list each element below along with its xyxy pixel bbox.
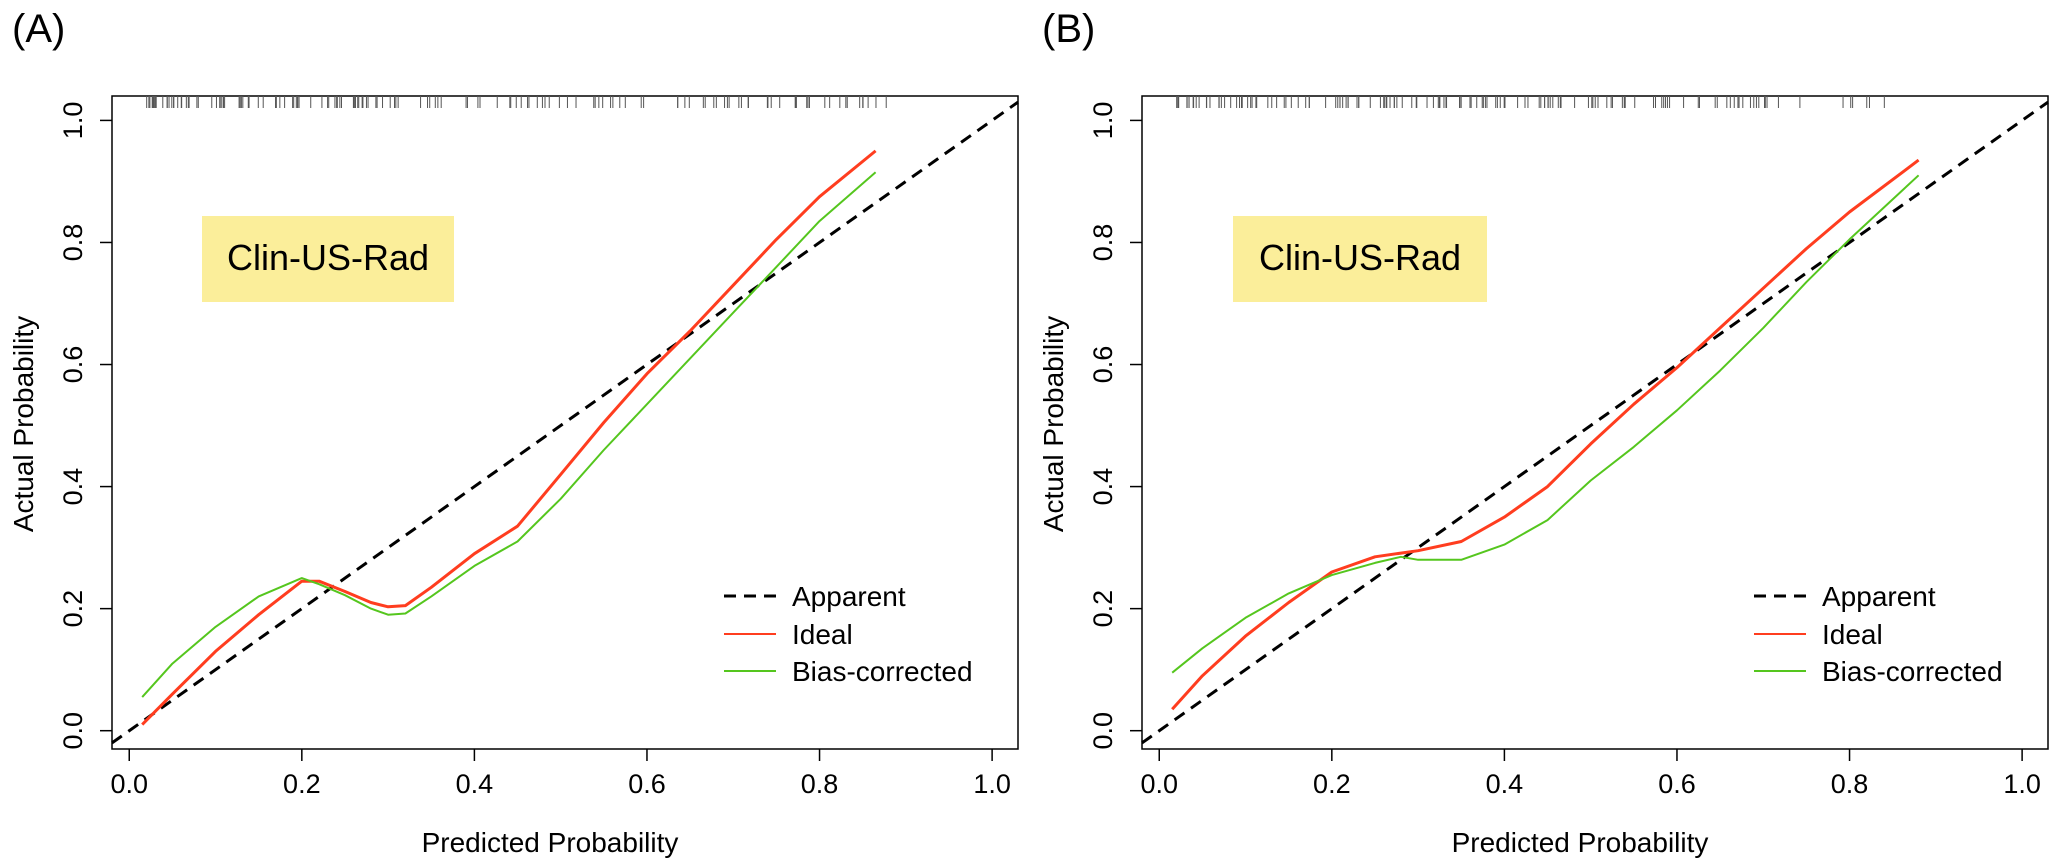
series-ideal-line [1171,158,1920,711]
y-tick-label: 0.8 [58,224,88,262]
series-ideal-line [141,149,877,726]
y-axis: 0.0 0.2 0.4 0.6 0.8 1.0 [58,102,112,750]
legend-label-ideal: Ideal [1822,619,1883,650]
panel-a-label: (A) [12,7,65,51]
series-group [111,100,1019,745]
y-tick-label: 0.2 [58,590,88,628]
y-tick-label: 0.8 [1088,224,1118,262]
x-tick-label: 0.0 [1140,769,1178,799]
y-tick-label: 0.4 [1088,468,1118,506]
annotation-badge [202,216,454,302]
y-axis: 0.0 0.2 0.4 0.6 0.8 1.0 [1088,102,1142,750]
legend-label-apparent: Apparent [1822,581,1936,612]
legend-label-ideal: Ideal [792,619,853,650]
panel-b: (B) 0.0 0.2 0.4 0.6 0.8 1.0 0.0 0.2 0.4 0.6 0.8 1.… [1038,7,2049,858]
x-tick-label: 0.4 [1486,769,1524,799]
legend-label-bias-corrected: Bias-corrected [792,656,973,687]
x-tick-label: 0.6 [628,769,666,799]
annotation-text: Clin-US-Rad [227,237,429,278]
y-tick-label: 1.0 [58,102,88,140]
y-axis-title: Actual Probability [8,316,39,532]
y-tick-label: 0.4 [58,468,88,506]
x-tick-label: 0.8 [801,769,839,799]
y-tick-label: 0.0 [58,712,88,750]
x-axis-title: Predicted Probability [422,827,679,858]
x-tick-label: 0.2 [283,769,321,799]
series-bias-corrected-line [1171,174,1920,674]
x-tick-label: 0.6 [1658,769,1696,799]
annotation-badge [1233,216,1487,302]
x-axis: 0.0 0.2 0.4 0.6 0.8 1.0 [1140,749,2041,799]
rug-marks [1176,96,1885,108]
y-tick-label: 1.0 [1088,102,1118,140]
legend: Apparent Ideal Bias-corrected [1754,581,2003,687]
y-tick-label: 0.2 [1088,590,1118,628]
panel-a: (A) 0.0 0.2 0.4 0.6 0.8 1.0 0.0 0.2 0.4 0.6 0.8 1.… [8,7,1019,858]
legend-label-bias-corrected: Bias-corrected [1822,656,2003,687]
x-tick-label: 0.8 [1831,769,1869,799]
series-group [1141,100,2049,745]
x-tick-label: 1.0 [973,769,1011,799]
x-tick-label: 0.0 [110,769,148,799]
panel-b-label: (B) [1042,7,1095,51]
x-tick-label: 1.0 [2003,769,2041,799]
plot-frame [111,95,1019,750]
plot-frame [1141,95,2049,750]
y-tick-label: 0.0 [1088,712,1118,750]
series-apparent-line [1141,100,2049,745]
legend: Apparent Ideal Bias-corrected [724,581,973,687]
y-axis-title: Actual Probability [1038,316,1069,532]
series-bias-corrected-line [141,171,877,698]
x-axis: 0.0 0.2 0.4 0.6 0.8 1.0 [110,749,1011,799]
annotation-text: Clin-US-Rad [1259,237,1461,278]
legend-label-apparent: Apparent [792,581,906,612]
x-axis-title: Predicted Probability [1452,827,1709,858]
y-tick-label: 0.6 [58,346,88,384]
series-apparent-line [111,100,1019,745]
x-tick-label: 0.2 [1313,769,1351,799]
x-tick-label: 0.4 [456,769,494,799]
rug-marks [146,96,887,108]
y-tick-label: 0.6 [1088,346,1118,384]
